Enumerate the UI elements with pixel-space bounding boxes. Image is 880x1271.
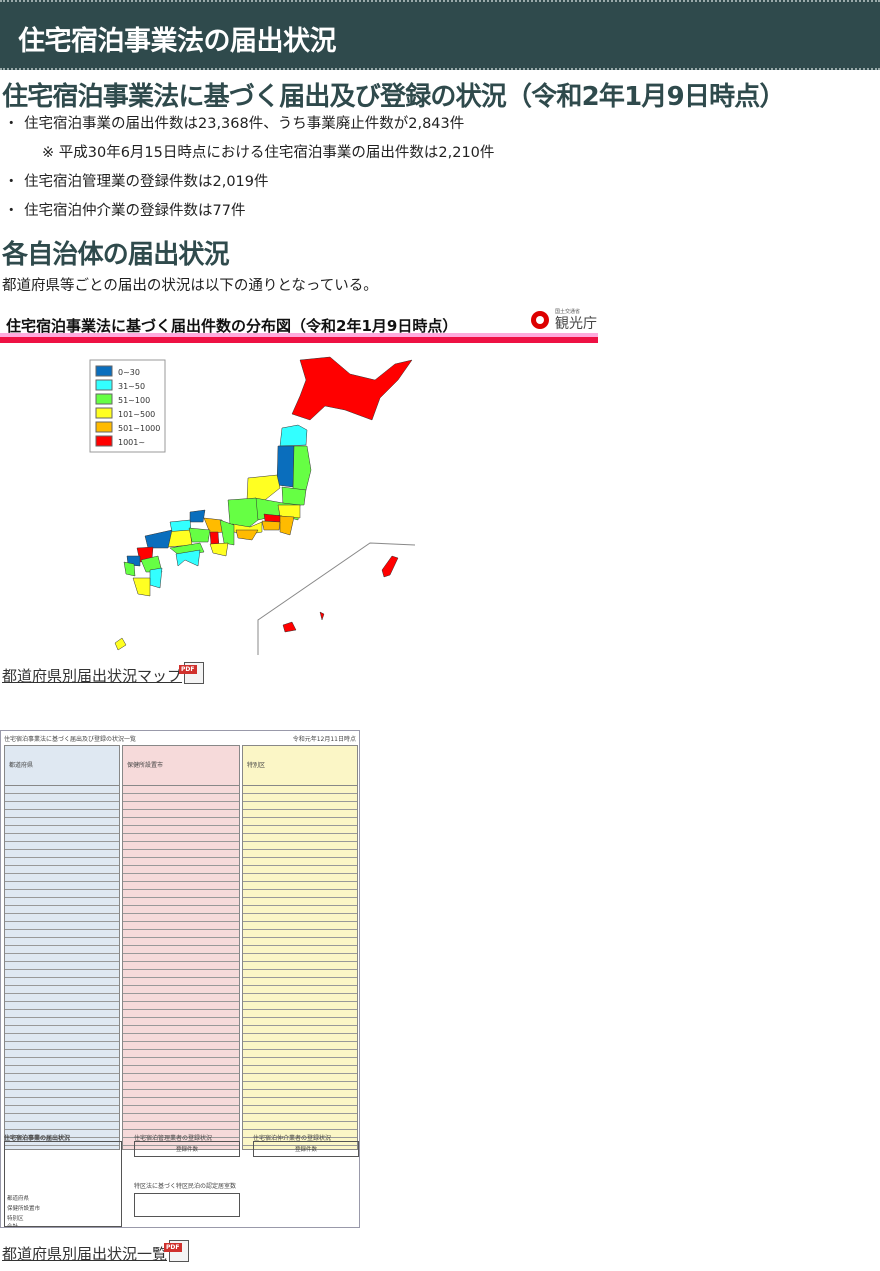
note-text: ※ 平成30年6月15日時点における住宅宿泊事業の届出件数は2,210件 — [42, 145, 495, 161]
japan-map — [114, 356, 416, 655]
legend-label: 101~500 — [118, 410, 155, 419]
legend-swatch — [95, 365, 113, 377]
section-description: 都道府県等ごとの届出の状況は以下の通りとなっている。 — [2, 278, 378, 294]
legend-swatch — [95, 421, 113, 433]
status-table-image: 住宅宿泊事業法に基づく届出及び登録の状況一覧 令和元年12月11日時点 都道府県… — [0, 730, 360, 1228]
legend-swatch — [95, 379, 113, 391]
legend-label: 31~50 — [118, 382, 145, 391]
legend-swatch — [95, 435, 113, 447]
section-heading-status: 住宅宿泊事業法に基づく届出及び登録の状況（令和2年1月9日時点） — [2, 82, 785, 112]
page-title-bar: 住宅宿泊事業法の届出状況 — [0, 0, 880, 70]
page-title: 住宅宿泊事業法の届出状況 — [18, 26, 337, 57]
section-heading-municipal: 各自治体の届出状況 — [2, 240, 230, 270]
legend-label: 501~1000 — [118, 424, 160, 433]
legend-swatch — [95, 407, 113, 419]
svg-text:国土交通省: 国土交通省 — [555, 308, 580, 315]
jta-logo: 国土交通省 観光庁 — [531, 308, 597, 332]
pdf-icon: PDF — [164, 1240, 190, 1262]
pdf-icon: PDF — [179, 662, 205, 684]
list-pdf-link[interactable]: 都道府県別届出状況一覧 PDF — [2, 1240, 190, 1264]
svg-text:観光庁: 観光庁 — [555, 315, 597, 332]
bullet-item: ・住宅宿泊管理業の登録件数は2,019件 — [4, 174, 269, 190]
map-legend: 0~30 31~50 51~100 101~500 501~1000 1001~ — [89, 359, 166, 453]
legend-label: 0~30 — [118, 368, 140, 377]
map-title: 住宅宿泊事業法に基づく届出件数の分布図（令和2年1月9日時点） — [6, 317, 457, 335]
legend-label: 51~100 — [118, 396, 150, 405]
bullet-item: ・住宅宿泊事業の届出件数は23,368件、うち事業廃止件数が2,843件 — [4, 116, 465, 132]
bullet-item: ・住宅宿泊仲介業の登録件数は77件 — [4, 203, 246, 219]
legend-swatch — [95, 393, 113, 405]
map-pdf-link[interactable]: 都道府県別届出状況マップ PDF — [2, 662, 205, 686]
legend-label: 1001~ — [118, 438, 145, 447]
distribution-map-image: 住宅宿泊事業法に基づく届出件数の分布図（令和2年1月9日時点） 国土交通省 観光… — [0, 300, 598, 655]
